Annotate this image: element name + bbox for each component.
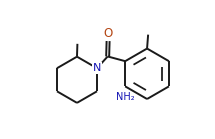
Text: NH₂: NH₂: [116, 92, 135, 102]
Text: N: N: [93, 63, 101, 73]
Text: O: O: [103, 27, 113, 40]
